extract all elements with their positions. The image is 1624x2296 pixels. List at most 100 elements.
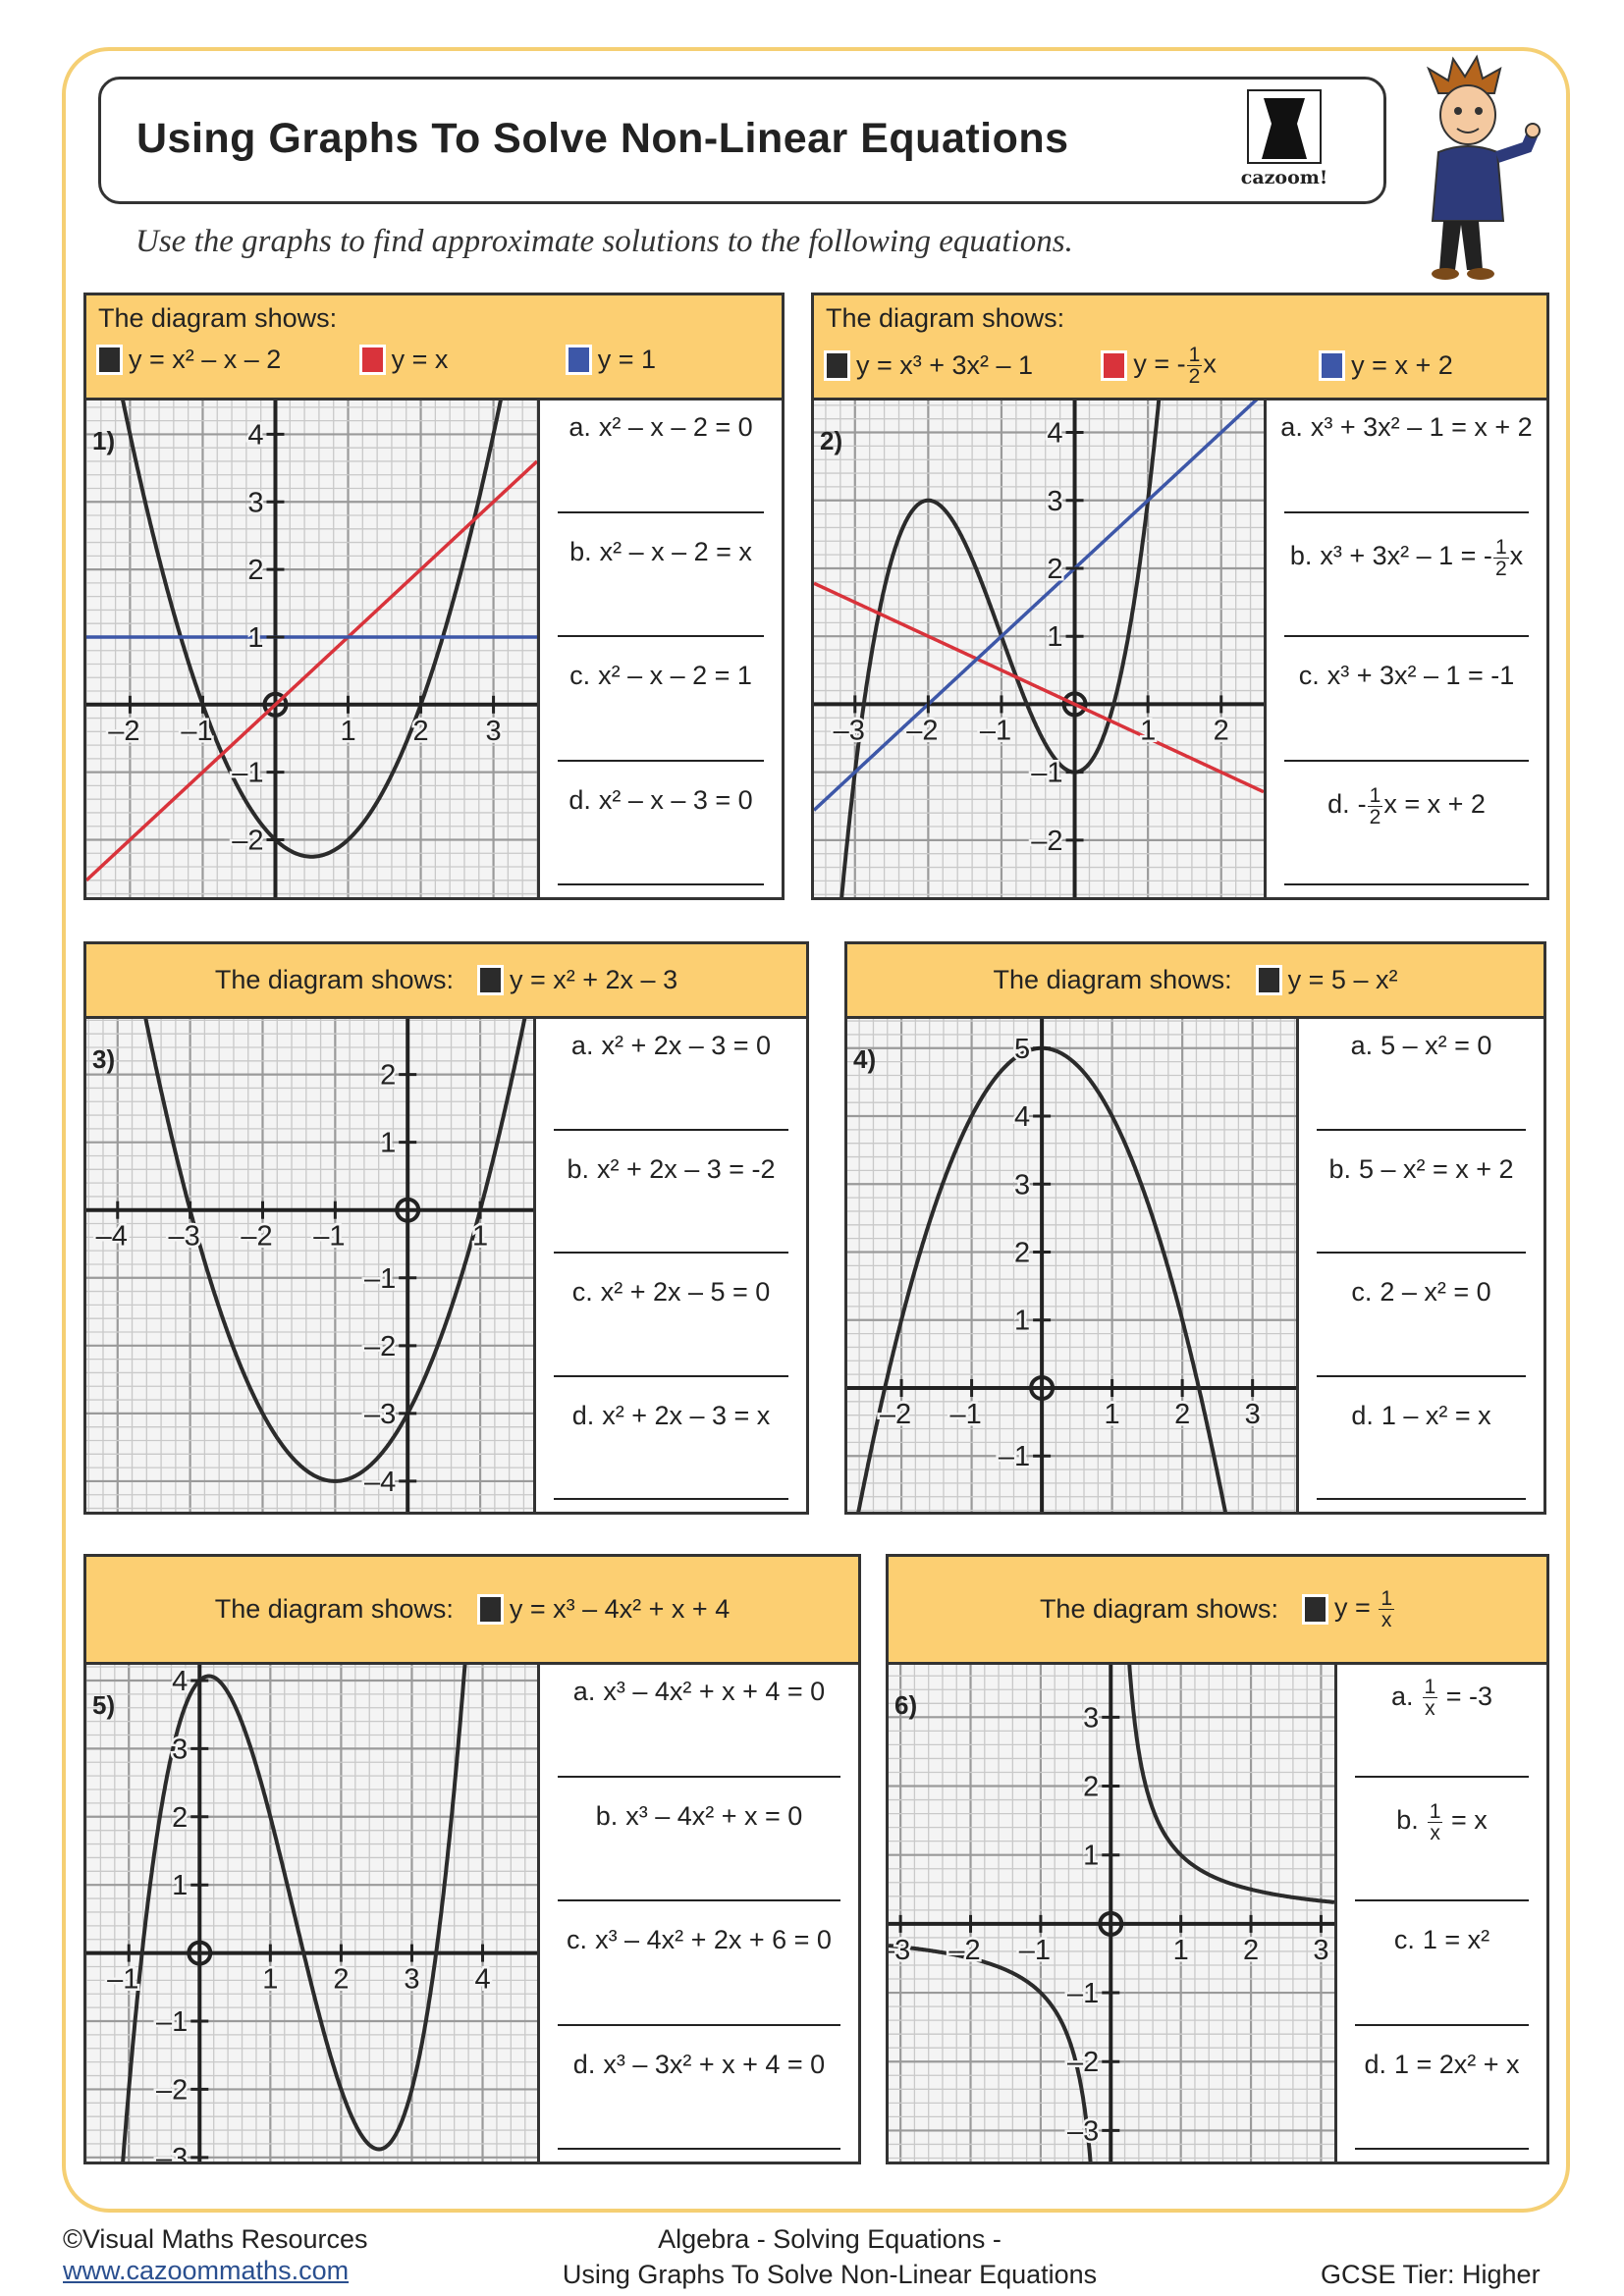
diagram-legend-header: The diagram shows: y = x² + 2x – 3	[86, 944, 806, 1019]
question-equation: x² + 2x – 3 = x	[602, 1401, 770, 1430]
legend-equation-text: y =	[1334, 1592, 1379, 1623]
curve-1	[121, 1665, 467, 2162]
page-border	[62, 47, 1570, 2213]
x-tick-label: 1	[472, 1221, 488, 1253]
graph-svg: –2 –1 1 2 3 –2 –1 1 2 3 4 1)	[86, 400, 537, 897]
question-c: c. 2 – x² = 0	[1299, 1277, 1543, 1308]
legend-equation-text: y = x² + 2x – 3	[510, 965, 678, 994]
question-equation-text: x³ – 3x² + x + 4 = 0	[603, 2049, 826, 2079]
question-b: b. x² – x – 2 = x	[540, 537, 782, 567]
y-tick-label: 2	[172, 1802, 188, 1834]
legend-swatch	[96, 345, 123, 375]
question-equation-text: x² + 2x – 3 = 0	[601, 1031, 772, 1060]
answer-line[interactable]	[1355, 2023, 1529, 2026]
answer-column: a. 5 – x² = 0 b. 5 – x² = x + 2 c. 2 – x² = 0…	[1299, 1019, 1543, 1512]
x-tick-label: –2	[906, 715, 938, 746]
question-equation-suffix: = x	[1443, 1805, 1488, 1836]
x-tick-label: –3	[168, 1221, 199, 1253]
answer-line[interactable]	[554, 1252, 788, 1254]
x-tick-label: –2	[880, 1399, 911, 1430]
legend: y = x³ – 4x² + x + 4	[476, 1594, 730, 1625]
y-tick-label: 1	[172, 1870, 188, 1901]
answer-line[interactable]	[1284, 759, 1529, 762]
footer-website-link[interactable]: www.cazoommaths.com	[63, 2256, 350, 2285]
answer-line[interactable]	[554, 1498, 788, 1500]
question-d: d. x² + 2x – 3 = x	[536, 1401, 806, 1431]
y-tick-label: 4	[1014, 1101, 1030, 1133]
y-tick-label: 3	[172, 1734, 188, 1765]
answer-line[interactable]	[558, 510, 764, 513]
x-tick-label: –3	[889, 1935, 910, 1966]
question-label: a.	[1350, 1031, 1374, 1060]
question-label: a.	[570, 1031, 594, 1060]
question-label: c.	[569, 661, 591, 690]
answer-line[interactable]	[1355, 2148, 1529, 2150]
question-d: d. -1 2 x = x + 2	[1267, 784, 1546, 828]
answer-line[interactable]	[1355, 1775, 1529, 1778]
y-tick-label: –2	[1067, 2047, 1099, 2078]
question-equation: 5 – x² = 0	[1380, 1031, 1491, 1060]
header-text: The diagram shows:	[1039, 1594, 1279, 1624]
answer-line[interactable]	[1317, 1252, 1526, 1254]
fraction-denominator: 2	[1188, 365, 1201, 389]
answer-line[interactable]	[558, 883, 764, 885]
answer-line[interactable]	[1317, 1374, 1526, 1377]
grid	[86, 1019, 533, 1512]
question-a: a. x² – x – 2 = 0	[540, 412, 782, 443]
answer-column: a. 1 x = -3 b. 1 x = x c. 1 = x² d. 1 = 2x² + x	[1337, 1665, 1546, 2162]
x-tick-label: 3	[1245, 1399, 1261, 1430]
answer-line[interactable]	[1317, 1498, 1526, 1500]
answer-line[interactable]	[558, 1899, 840, 1901]
answer-line[interactable]	[558, 2148, 840, 2150]
y-tick-label: 4	[1047, 418, 1062, 450]
question-equation-suffix: x	[1509, 541, 1524, 571]
answer-line[interactable]	[558, 1775, 840, 1778]
answer-line[interactable]	[554, 1128, 788, 1131]
curve-1	[143, 1019, 527, 1483]
question-equation: x² – x – 2 = 1	[598, 661, 752, 690]
y-tick-label: –2	[1031, 826, 1062, 857]
curve-1	[121, 400, 503, 859]
answer-line[interactable]	[558, 635, 764, 637]
header-text: The diagram shows:	[214, 965, 454, 994]
question-equation: 1 = x²	[1423, 1925, 1489, 1954]
question-label: d.	[568, 784, 591, 815]
question-equation-text: x² – x – 2 = x	[599, 536, 752, 566]
answer-column: a. x² – x – 2 = 0 b. x² – x – 2 = x c. x² – x…	[540, 400, 782, 897]
answer-line[interactable]	[1284, 510, 1529, 513]
page-title: Using Graphs To Solve Non-Linear Equatio…	[136, 115, 1069, 162]
answer-line[interactable]	[554, 1374, 788, 1377]
y-tick-label: 1	[1047, 621, 1062, 653]
grid-background	[814, 400, 1264, 897]
question-equation: x³ – 4x² + 2x + 6 = 0	[595, 1925, 832, 1954]
legend: y = x² + 2x – 3	[477, 965, 677, 995]
question-equation: x² – x – 2 = x	[600, 537, 752, 566]
question-b: b. x² + 2x – 3 = -2	[536, 1154, 806, 1185]
legend-equation: y = 1	[598, 345, 656, 375]
graph: –1 1 2 3 4 –3 –2 –1 1 2 3 4 5)	[86, 1665, 540, 2162]
answer-line[interactable]	[1317, 1128, 1526, 1131]
legend-swatch	[358, 345, 386, 375]
answer-column: a. x² + 2x – 3 = 0 b. x² + 2x – 3 = -2 c. x² …	[536, 1019, 806, 1512]
question-number: 5)	[92, 1690, 115, 1720]
answer-line[interactable]	[1284, 635, 1529, 637]
question-a: a. x² + 2x – 3 = 0	[536, 1031, 806, 1061]
y-tick-label: –1	[1067, 1978, 1099, 2009]
legend-item: y = x³ – 4x² + x + 4	[476, 1594, 730, 1625]
answer-line[interactable]	[558, 2023, 840, 2026]
legend-swatch	[565, 345, 592, 375]
question-label: a.	[1390, 1681, 1414, 1711]
x-tick-label: 2	[1214, 715, 1229, 746]
answer-line[interactable]	[1284, 883, 1529, 885]
answer-line[interactable]	[558, 759, 764, 762]
question-d: d. x² – x – 3 = 0	[540, 785, 782, 816]
question-equation: 1 = 2x² + x	[1394, 2050, 1520, 2079]
answer-line[interactable]	[1355, 1899, 1529, 1901]
